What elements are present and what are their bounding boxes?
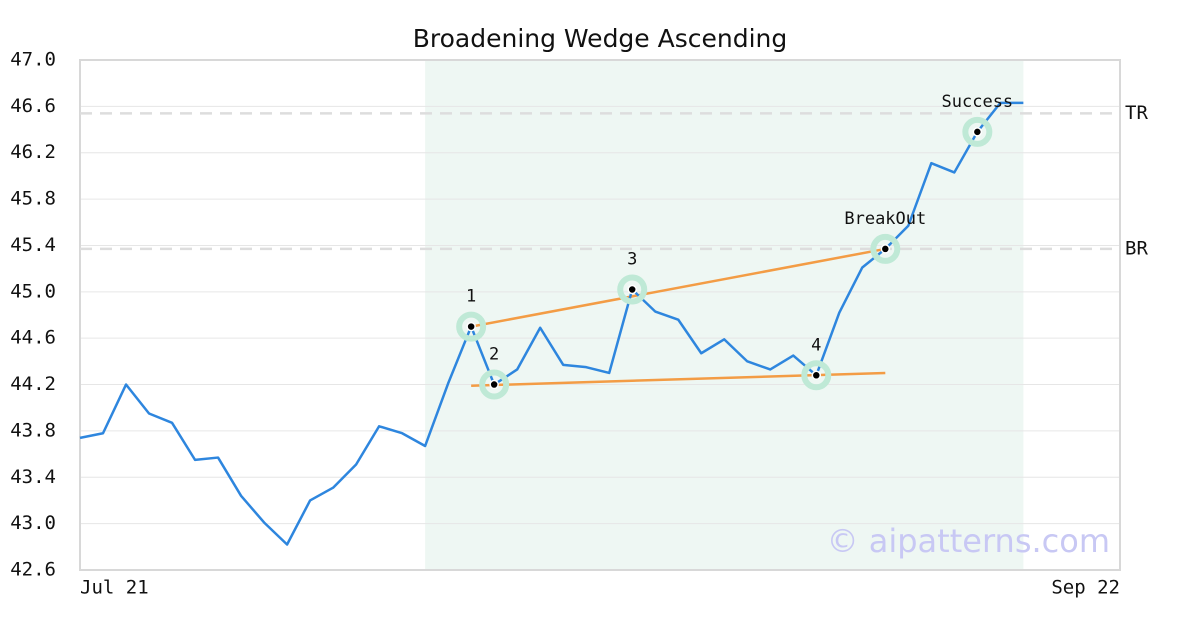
pivot-halo — [962, 116, 993, 147]
y-tick-label: 43.8 — [10, 419, 56, 441]
pivot-label: Success — [942, 92, 1014, 112]
pivot-halo — [801, 360, 832, 391]
pivot-label: BreakOut — [844, 209, 926, 229]
pivot-label: 3 — [627, 250, 637, 270]
pivot-dot — [466, 321, 476, 332]
pivot-label: 4 — [811, 335, 821, 355]
watermark: © aipatterns.com — [827, 522, 1110, 560]
pattern-region — [425, 60, 1024, 570]
pivot-halo — [456, 311, 487, 342]
y-tick-label: 46.2 — [10, 141, 56, 163]
y-tick-label: 44.2 — [10, 373, 56, 395]
y-tick-label: 47.0 — [10, 49, 56, 71]
pivot-dot — [972, 127, 983, 137]
pivot-halo — [617, 274, 648, 305]
y-tick-label: 43.0 — [10, 512, 56, 534]
pivot-halo — [870, 233, 901, 264]
y-tick-label: 44.6 — [10, 327, 56, 349]
pivot-label: 2 — [489, 345, 499, 365]
pivot-dot — [811, 370, 822, 381]
x-tick-label: Jul 21 — [80, 577, 149, 599]
plot-frame — [79, 59, 1121, 571]
pivot-halo — [479, 369, 510, 400]
y-tick-label: 46.6 — [10, 95, 56, 117]
pivot-dot — [627, 284, 637, 295]
pivot-dot — [489, 379, 499, 390]
y-tick-label: 42.6 — [10, 559, 56, 581]
level-label: TR — [1125, 102, 1148, 124]
price-line — [79, 101, 1024, 546]
y-tick-label: 45.8 — [10, 188, 56, 210]
trend-line — [470, 247, 886, 328]
y-tick-label: 45.0 — [10, 280, 56, 302]
x-tick-label: Sep 22 — [1051, 577, 1120, 599]
chart-title: Broadening Wedge Ascending — [413, 24, 788, 53]
pivot-label: 1 — [466, 287, 476, 307]
pivot-dot — [880, 244, 891, 254]
y-tick-label: 43.4 — [10, 466, 56, 488]
level-label: BR — [1125, 237, 1148, 259]
y-tick-label: 45.4 — [10, 234, 56, 256]
